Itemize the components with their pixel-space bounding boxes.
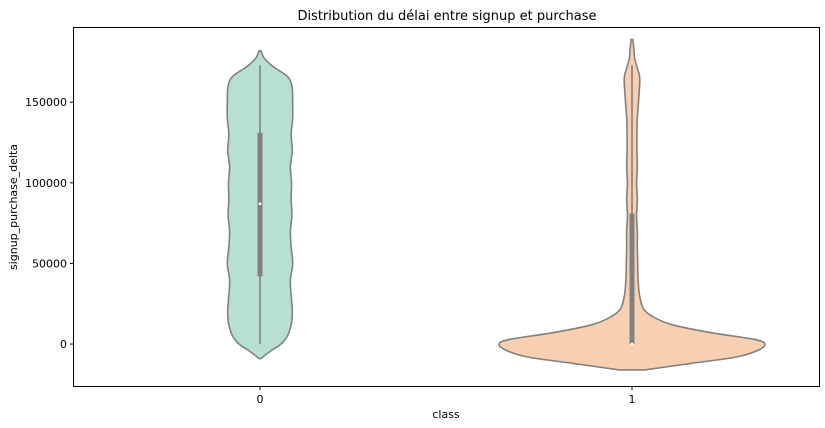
y-tick-label-100000: 100000 bbox=[25, 177, 67, 190]
y-tick-label-50000: 50000 bbox=[32, 257, 67, 270]
median-marker-1 bbox=[630, 342, 634, 346]
violin-class-0 bbox=[226, 49, 294, 360]
x-axis-label: class bbox=[432, 408, 460, 421]
y-tick-label-150000: 150000 bbox=[25, 96, 67, 109]
violin-class-1 bbox=[498, 38, 766, 371]
y-tick-label-0: 0 bbox=[60, 338, 67, 351]
plot-frame bbox=[73, 27, 820, 387]
x-tick-label-0: 0 bbox=[257, 393, 264, 406]
violins-layer bbox=[226, 38, 766, 371]
chart-title: Distribution du délai entre signup et pu… bbox=[297, 9, 596, 24]
y-axis: 0 50000 100000 150000 bbox=[25, 96, 74, 351]
x-tick-label-1: 1 bbox=[629, 393, 636, 406]
y-axis-label: signup_purchase_delta bbox=[7, 144, 20, 270]
iqr-box-1 bbox=[629, 213, 635, 345]
median-marker-0 bbox=[258, 202, 262, 206]
